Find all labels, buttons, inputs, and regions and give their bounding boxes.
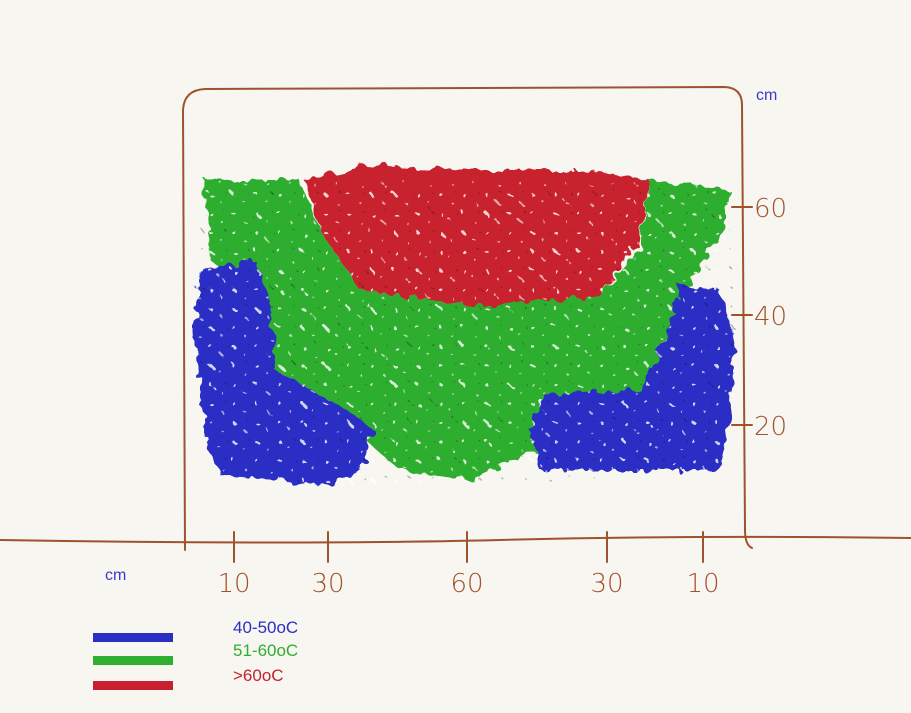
legend-swatch	[93, 681, 173, 690]
x-tick-label: 30	[590, 569, 623, 599]
y-tick-label: 20	[754, 412, 787, 442]
y-tick-label: 40	[754, 302, 787, 332]
x-unit: cm	[105, 567, 126, 584]
legend-label: 40-50oC	[233, 618, 298, 637]
legend-label: 51-60oC	[233, 641, 298, 660]
y-tick-label: 60	[754, 194, 787, 224]
x-tick-label: 30	[311, 569, 344, 599]
zone-speckle	[195, 180, 735, 485]
x-tick-label: 10	[686, 569, 719, 599]
x-tick-label: 60	[450, 569, 483, 599]
legend-label: >60oC	[233, 666, 284, 685]
diagram: 60 40 20 10 30 60 30 10 cm cm 40-50oC 51-60oC >6…	[0, 0, 911, 713]
legend-swatch	[93, 633, 173, 642]
legend-swatch	[93, 656, 173, 665]
y-unit: cm	[756, 87, 777, 104]
x-tick-label: 10	[217, 569, 250, 599]
